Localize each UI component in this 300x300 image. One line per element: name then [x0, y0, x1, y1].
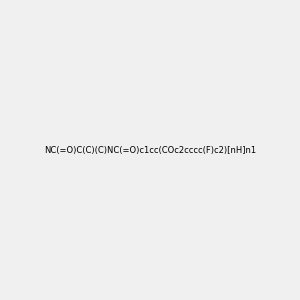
Text: NC(=O)C(C)(C)NC(=O)c1cc(COc2cccc(F)c2)[nH]n1: NC(=O)C(C)(C)NC(=O)c1cc(COc2cccc(F)c2)[n… — [44, 146, 256, 154]
